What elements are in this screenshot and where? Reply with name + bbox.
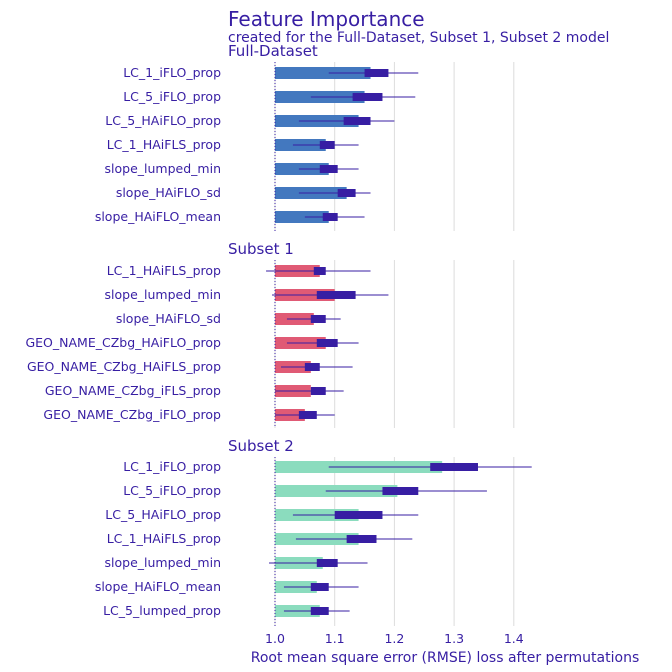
iqr-box: [310, 607, 329, 615]
iqr-box: [316, 559, 338, 567]
feature-row: slope_HAiFLO_sd: [116, 185, 371, 200]
feature-label: LC_5_iFLO_prop: [123, 483, 221, 498]
x-axis: 1.0 1.1 1.2 1.3 1.4: [265, 631, 524, 646]
iqr-box: [304, 363, 320, 371]
feature-row: LC_5_iFLO_prop: [123, 483, 487, 498]
iqr-box: [310, 315, 326, 323]
iqr-box: [316, 291, 356, 299]
feature-row: LC_1_HAiFLS_prop: [107, 263, 371, 278]
importance-bar: [275, 211, 329, 223]
feature-label: LC_1_iFLO_prop: [123, 65, 221, 80]
feature-label: slope_HAiFLO_sd: [116, 185, 221, 200]
feature-row: LC_1_iFLO_prop: [123, 65, 419, 80]
x-tick-label: 1.1: [325, 631, 345, 646]
iqr-box: [343, 117, 371, 125]
feature-row: slope_lumped_min: [105, 555, 368, 570]
x-tick-label: 1.0: [265, 631, 285, 646]
feature-label: slope_lumped_min: [105, 555, 221, 570]
chart-subtitle: created for the Full-Dataset, Subset 1, …: [228, 30, 609, 46]
feature-row: LC_5_iFLO_prop: [123, 89, 416, 104]
panel-full-dataset: Full-Dataset LC_1_iFLO_prop LC_5_iFLO_prop…: [95, 42, 515, 231]
panel-subset-1: Subset 1 LC_1_HAiFLS_prop slope_lumped_min…: [25, 240, 515, 428]
iqr-box: [337, 189, 356, 197]
iqr-box: [310, 387, 326, 395]
panel-title: Full-Dataset: [228, 42, 318, 60]
feature-row: slope_HAiFLO_mean: [95, 579, 359, 594]
feature-label: LC_1_HAiFLS_prop: [107, 531, 221, 546]
importance-bar: [275, 67, 371, 79]
panel-title: Subset 2: [228, 437, 294, 455]
feature-row: LC_1_iFLO_prop: [123, 459, 532, 474]
iqr-box: [346, 535, 377, 543]
feature-label: slope_lumped_min: [105, 287, 221, 302]
iqr-box: [364, 69, 389, 77]
feature-label: slope_HAiFLO_sd: [116, 311, 221, 326]
iqr-box: [310, 583, 329, 591]
feature-row: slope_lumped_min: [105, 287, 389, 302]
feature-row: GEO_NAME_CZbg_HAiFLS_prop: [27, 359, 353, 374]
feature-label: LC_5_HAiFLO_prop: [105, 113, 221, 128]
feature-label: GEO_NAME_CZbg_HAiFLO_prop: [25, 335, 221, 350]
iqr-box: [430, 463, 478, 471]
iqr-box: [334, 511, 383, 519]
feature-label: GEO_NAME_CZbg_iFLS_prop: [45, 383, 221, 398]
iqr-box: [319, 165, 338, 173]
feature-label: slope_lumped_min: [105, 161, 221, 176]
feature-label: LC_1_iFLO_prop: [123, 459, 221, 474]
iqr-box: [316, 339, 338, 347]
feature-row: LC_1_HAiFLS_prop: [107, 531, 413, 546]
x-tick-label: 1.3: [444, 631, 464, 646]
iqr-box: [319, 141, 335, 149]
panel-title: Subset 1: [228, 240, 294, 258]
feature-label: LC_5_lumped_prop: [103, 603, 221, 618]
x-tick-label: 1.4: [504, 631, 524, 646]
panels: Full-Dataset LC_1_iFLO_prop LC_5_iFLO_prop…: [25, 42, 532, 626]
feature-row: GEO_NAME_CZbg_iFLS_prop: [45, 383, 344, 398]
feature-row: LC_5_lumped_prop: [103, 603, 350, 618]
chart-title: Feature Importance: [228, 7, 425, 31]
feature-row: GEO_NAME_CZbg_HAiFLO_prop: [25, 335, 359, 350]
feature-label: GEO_NAME_CZbg_HAiFLS_prop: [27, 359, 221, 374]
panel-subset-2: Subset 2 LC_1_iFLO_prop LC_5_iFLO_prop LC_5…: [95, 437, 532, 626]
iqr-box: [352, 93, 383, 101]
feature-label: LC_1_HAiFLS_prop: [107, 137, 221, 152]
feature-row: LC_5_HAiFLO_prop: [105, 507, 419, 522]
feature-row: LC_5_HAiFLO_prop: [105, 113, 395, 128]
x-tick-label: 1.2: [384, 631, 404, 646]
feature-row: LC_1_HAiFLS_prop: [107, 137, 359, 152]
feature-row: slope_HAiFLO_sd: [116, 311, 341, 326]
x-axis-label: Root mean square error (RMSE) loss after…: [251, 650, 640, 666]
iqr-box: [382, 487, 419, 495]
feature-row: slope_lumped_min: [105, 161, 359, 176]
feature-label: LC_5_HAiFLO_prop: [105, 507, 221, 522]
feature-label: LC_5_iFLO_prop: [123, 89, 221, 104]
feature-label: LC_1_HAiFLS_prop: [107, 263, 221, 278]
feature-label: GEO_NAME_CZbg_iFLO_prop: [43, 407, 221, 422]
feature-row: slope_HAiFLO_mean: [95, 209, 365, 224]
feature-label: slope_HAiFLO_mean: [95, 579, 221, 594]
iqr-box: [313, 267, 326, 275]
iqr-box: [298, 411, 317, 419]
feature-label: slope_HAiFLO_mean: [95, 209, 221, 224]
feature-row: GEO_NAME_CZbg_iFLO_prop: [43, 407, 335, 422]
iqr-box: [322, 213, 338, 221]
